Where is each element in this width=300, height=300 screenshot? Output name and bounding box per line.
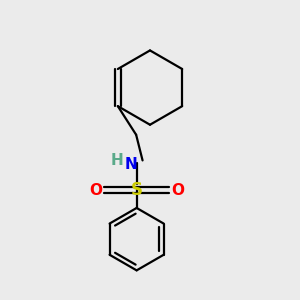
Text: H: H <box>111 153 124 168</box>
Text: N: N <box>125 158 138 172</box>
Text: O: O <box>89 183 102 198</box>
Text: O: O <box>171 183 184 198</box>
Text: S: S <box>130 181 142 199</box>
